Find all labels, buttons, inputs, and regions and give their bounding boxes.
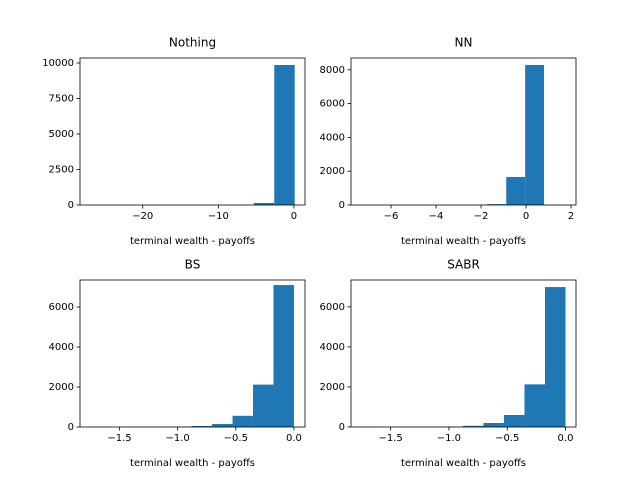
y-tick-label: 4000	[320, 342, 345, 353]
x-tick-label: −2	[474, 211, 489, 222]
y-tick-label: 6000	[49, 302, 74, 313]
x-axis-label: terminal wealth - payoffs	[401, 458, 526, 469]
bar	[253, 384, 274, 427]
bar	[274, 65, 295, 206]
y-tick-label: 0	[68, 200, 74, 211]
y-tick-label: 0	[339, 422, 345, 433]
subplot-title: NN	[455, 36, 473, 50]
bar	[462, 425, 484, 427]
y-tick-label: 8000	[320, 65, 345, 76]
x-tick-label: −10	[208, 211, 229, 222]
x-tick-label: 0	[291, 211, 297, 222]
x-axis-label: terminal wealth - payoffs	[130, 458, 255, 469]
x-tick-label: −4	[429, 211, 444, 222]
y-tick-label: 10000	[42, 58, 74, 69]
bar	[483, 422, 504, 427]
bar	[503, 414, 525, 427]
x-tick-label: 0.0	[558, 433, 574, 444]
x-tick-label: −0.5	[495, 433, 519, 444]
axes-frame	[79, 57, 306, 206]
axes-frame	[350, 279, 577, 428]
y-tick-label: 2000	[49, 382, 74, 393]
bar	[525, 64, 545, 205]
x-tick-label: 0.0	[286, 433, 302, 444]
y-tick-label: 6000	[320, 99, 345, 110]
x-tick-label: −6	[384, 211, 399, 222]
bar	[191, 426, 213, 427]
y-tick-label: 2500	[49, 164, 74, 175]
axes-frame	[350, 57, 577, 206]
x-tick-label: −0.5	[224, 433, 248, 444]
y-tick-label: 5000	[49, 129, 74, 140]
y-tick-label: 7500	[49, 93, 74, 104]
bar	[253, 203, 275, 205]
bar	[506, 176, 526, 205]
y-tick-label: 6000	[320, 302, 345, 313]
x-tick-label: 0	[523, 211, 529, 222]
x-tick-label: 2	[568, 211, 574, 222]
x-axis-label: terminal wealth - payoffs	[401, 236, 526, 247]
bar	[487, 204, 507, 205]
y-tick-label: 2000	[320, 382, 345, 393]
bar	[212, 424, 233, 427]
y-tick-label: 4000	[49, 342, 74, 353]
x-tick-label: −20	[132, 211, 153, 222]
y-tick-label: 0	[339, 200, 345, 211]
x-tick-label: −1.5	[107, 433, 131, 444]
x-tick-label: −1.0	[166, 433, 190, 444]
subplot-title: SABR	[447, 258, 480, 272]
x-tick-label: −1.5	[378, 433, 402, 444]
bar	[524, 384, 545, 427]
bar	[544, 287, 566, 427]
y-tick-label: 4000	[320, 132, 345, 143]
y-tick-label: 2000	[320, 166, 345, 177]
bar	[273, 285, 294, 427]
y-tick-label: 0	[68, 422, 74, 433]
subplot-title: Nothing	[169, 36, 216, 50]
x-axis-label: terminal wealth - payoffs	[130, 236, 255, 247]
x-tick-label: −1.0	[437, 433, 461, 444]
axes-frame	[79, 279, 306, 428]
bar	[232, 415, 254, 427]
subplot-title: BS	[185, 258, 201, 272]
